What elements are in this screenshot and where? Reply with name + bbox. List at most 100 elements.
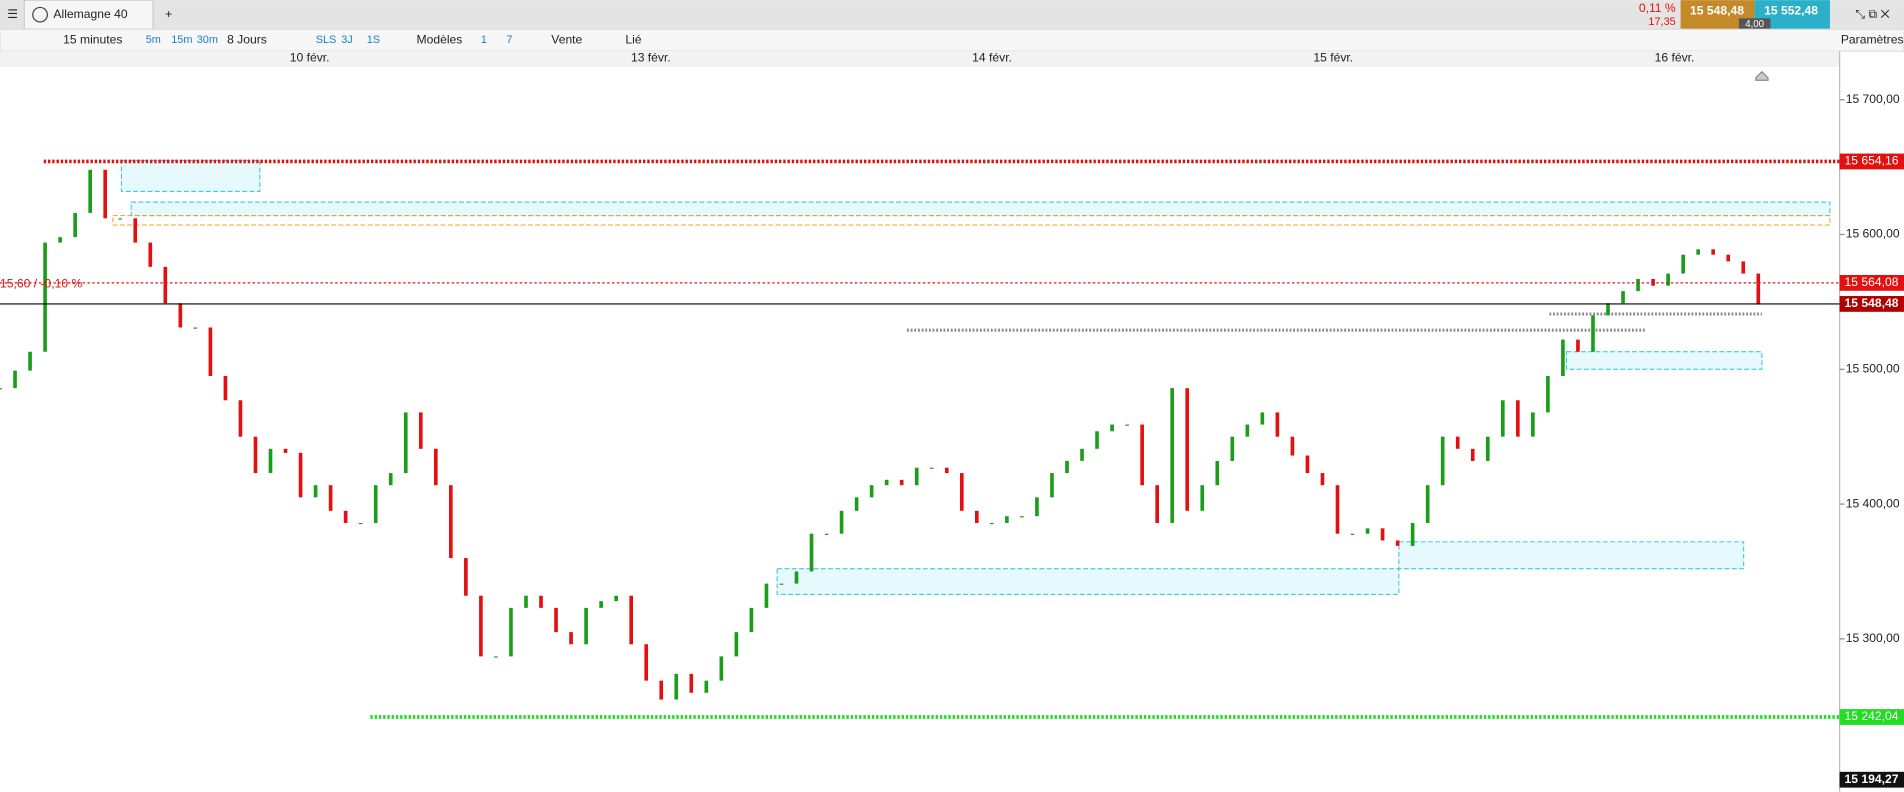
candle [704, 680, 709, 693]
candle [824, 533, 829, 535]
quick-button[interactable]: 7 [506, 34, 512, 46]
candle [1726, 254, 1731, 262]
candle [313, 485, 318, 498]
candle [0, 388, 2, 390]
candle [869, 485, 874, 498]
candle [809, 533, 814, 572]
menu-icon[interactable]: ☰ [7, 7, 18, 21]
quick-button[interactable]: SLS [316, 34, 337, 46]
candle [764, 583, 769, 608]
sell-price[interactable]: 15 548,48 [1690, 3, 1744, 17]
candle [1470, 448, 1475, 461]
candle [208, 327, 213, 377]
candle [1170, 388, 1175, 523]
candle [1756, 273, 1761, 305]
level-tag [1839, 153, 1904, 170]
candle [479, 595, 483, 657]
candle [1500, 400, 1505, 437]
candle [88, 169, 92, 213]
candle [103, 169, 108, 219]
zone [130, 201, 1831, 217]
candle [433, 448, 438, 486]
quick-button[interactable]: 5m [146, 34, 161, 46]
candle [1305, 455, 1310, 474]
zone [1565, 351, 1763, 370]
candle [403, 412, 408, 474]
level-note: 15,60 / -0,10 % [0, 276, 82, 290]
side[interactable]: Vente [551, 32, 582, 46]
candle [1576, 339, 1580, 352]
spread: 4,00 [1745, 19, 1764, 30]
date-label: 13 févr. [631, 51, 671, 65]
y-tick-label: 15 300,00 [1846, 631, 1900, 645]
candle [839, 510, 844, 534]
candle [1275, 412, 1280, 437]
candle [1185, 388, 1190, 511]
candle [1681, 254, 1685, 274]
range[interactable]: 8 Jours [227, 32, 267, 46]
candle [1020, 516, 1024, 518]
candle [58, 237, 62, 243]
candle [1005, 516, 1009, 523]
top-bar [0, 0, 1904, 30]
zone [776, 568, 1400, 595]
candle [734, 632, 739, 657]
candle [1440, 436, 1445, 486]
period[interactable]: 15 minutes [63, 32, 122, 46]
window-icons[interactable]: ⤡ ⧉ ✕ [1855, 7, 1889, 21]
candle [674, 673, 679, 700]
candle [929, 467, 934, 469]
candle [959, 473, 964, 511]
linked[interactable]: Lié [625, 32, 641, 46]
candle [1696, 249, 1700, 255]
candle [1350, 533, 1355, 535]
level-label: 15 548,48 [1845, 296, 1899, 310]
candle [1110, 424, 1114, 432]
candle [253, 436, 258, 474]
quick-button[interactable]: 30m [197, 34, 218, 46]
instrument-tab[interactable] [23, 0, 154, 30]
level-tag [1839, 709, 1904, 725]
candle [328, 485, 333, 511]
candle [464, 557, 468, 596]
quick-button[interactable]: 3J [341, 34, 353, 46]
level-label: 15 564,08 [1845, 275, 1899, 289]
candle [1035, 497, 1039, 517]
candle [539, 595, 543, 608]
quick-button[interactable]: 15m [171, 34, 192, 46]
candle [599, 601, 603, 608]
candle [794, 571, 799, 584]
candle [584, 607, 588, 645]
instrument-name[interactable]: Allemagne 40 [53, 7, 127, 21]
y-tick-label: 15 700,00 [1846, 92, 1900, 106]
level-tag [1839, 275, 1904, 291]
candle [268, 448, 273, 474]
candle [1200, 485, 1205, 511]
candle [148, 242, 153, 267]
candle [43, 242, 47, 352]
level-tag [1839, 296, 1904, 312]
buy-price[interactable]: 15 552,48 [1764, 3, 1818, 17]
candle [28, 351, 32, 371]
candle [178, 303, 183, 328]
candle [449, 485, 453, 558]
toolbar-items: 15 minutes 8 Jours Modèles Vente Lié Par… [63, 32, 1903, 46]
quick-button[interactable]: 1 [481, 34, 487, 46]
candle [1455, 436, 1460, 449]
candle [418, 412, 423, 449]
add-tab[interactable]: + [165, 7, 172, 21]
candle [554, 607, 558, 633]
change-pct: 0,11 % [1639, 1, 1676, 15]
candle [569, 632, 573, 645]
home-icon[interactable] [1755, 70, 1769, 81]
candle [854, 497, 859, 511]
quick-button[interactable]: 1S [367, 34, 380, 46]
candle [1741, 261, 1746, 274]
settings[interactable]: Paramètres [1841, 32, 1904, 46]
candle [1666, 273, 1670, 286]
templates[interactable]: Modèles [417, 32, 463, 46]
candle [1636, 278, 1640, 292]
candle [1591, 315, 1595, 352]
candle [524, 595, 528, 608]
candle [914, 467, 919, 486]
